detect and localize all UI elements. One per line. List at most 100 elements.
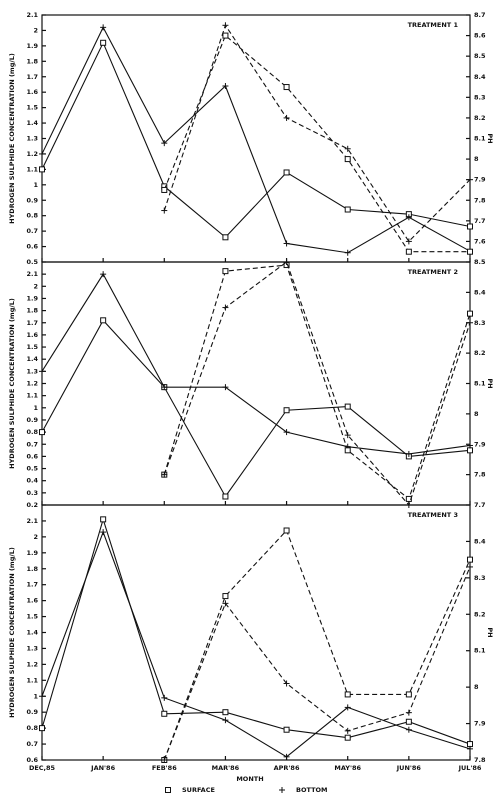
y-tick-label: 1.6 [26,88,38,96]
y2-tick-label: 7.7 [474,501,486,509]
y2-tick-label: 8.3 [474,93,486,101]
series-line [41,273,471,455]
square-marker [39,725,45,732]
square-marker [161,186,168,193]
y-tick-label: 0.8 [26,724,38,732]
y2-tick-label: 7.8 [474,756,486,764]
legend-label: SURFACE [182,786,215,794]
x-tick-label: JUL'86 [458,764,482,772]
marker [222,593,229,600]
series-line [41,517,471,745]
marker [222,493,229,500]
marker [344,704,351,711]
plot-frame [41,14,471,263]
series-line [163,529,471,761]
y-tick-label: 1.3 [26,644,38,652]
x-tick-label: JUN'86 [396,764,422,772]
y-axis-label: HYDROGEN SULPHIDE CONCENTRATION (mg/L) [8,298,16,469]
marker [165,787,171,793]
marker [100,271,107,278]
y2-axis-label: PH [486,627,494,637]
square-marker [283,407,290,414]
y-tick-label: 1.8 [26,57,38,65]
marker [161,694,168,701]
y-tick-label: 0.9 [26,708,38,716]
marker [344,145,351,152]
y-tick-label: 1.2 [26,150,38,158]
marker [283,753,290,760]
y-tick-label: 2 [33,282,38,290]
y-tick-label: 0.2 [26,501,38,509]
y-tick-label: 0.4 [26,477,38,485]
series-line [41,41,471,239]
y2-tick-label: 7.8 [474,196,486,204]
legend-label: BOTTOM [296,786,328,794]
y2-tick-label: 7.6 [474,237,486,245]
marker [344,206,351,213]
marker [161,757,168,763]
x-tick-label: FEB'86 [152,764,177,772]
y-tick-label: 1.9 [26,42,38,50]
y2-tick-label: 7.9 [474,440,486,448]
y-tick-label: 1.4 [26,629,38,637]
panel-title: TREATMENT 3 [408,511,458,519]
y2-tick-label: 8.4 [474,73,486,81]
y-tick-label: 1.6 [26,597,38,605]
marker [283,169,290,176]
marker [405,726,412,733]
marker [283,114,290,121]
square-marker [39,429,45,436]
y2-tick-label: 8.5 [474,52,486,60]
marker [100,24,107,31]
square-marker [467,248,473,255]
marker [222,304,229,311]
y-axis-label: HYDROGEN SULPHIDE CONCENTRATION (mg/L) [8,547,16,718]
marker [405,214,412,221]
square-marker [467,310,473,317]
x-tick-label: JAN'86 [90,764,115,772]
series-line [163,24,471,243]
marker [222,22,229,29]
square-marker [283,169,290,176]
marker [344,249,351,256]
y-axis-label: HYDROGEN SULPHIDE CONCENTRATION (mg/L) [8,53,16,224]
y-tick-label: 1.7 [26,73,38,81]
y2-tick-label: 8.2 [474,610,486,618]
marker [467,310,473,317]
plot-frame [41,261,471,506]
marker [405,718,412,725]
square-marker [161,710,168,717]
series-line [41,530,471,758]
square-marker [283,726,290,733]
series-line [163,264,471,500]
x-tick-label: DEC,85 [29,764,56,772]
y-tick-label: 1 [33,692,38,700]
y-tick-label: 1.4 [26,355,38,363]
y2-tick-label: 8.3 [474,319,486,327]
y2-tick-label: 7.9 [474,720,486,728]
marker [283,259,290,265]
y-tick-label: 1.5 [26,104,38,112]
square-marker [344,734,351,741]
y-tick-label: 0.3 [26,489,38,497]
y-tick-label: 1 [33,181,38,189]
y-tick-label: 0.7 [26,227,38,235]
square-marker [222,234,229,241]
plot-frame [41,504,471,761]
y-tick-label: 1.9 [26,549,38,557]
marker [405,709,412,716]
marker [39,693,45,700]
square-marker [467,447,473,454]
y-tick-label: 1 [33,404,38,412]
marker [467,319,473,326]
marker [283,240,290,247]
y-tick-label: 1.1 [26,676,38,684]
marker [39,725,45,732]
y2-tick-label: 8.4 [474,288,486,296]
marker [100,529,107,536]
square-marker [100,317,107,324]
series-line [41,26,471,254]
square-marker [283,527,290,534]
marker [100,39,107,46]
